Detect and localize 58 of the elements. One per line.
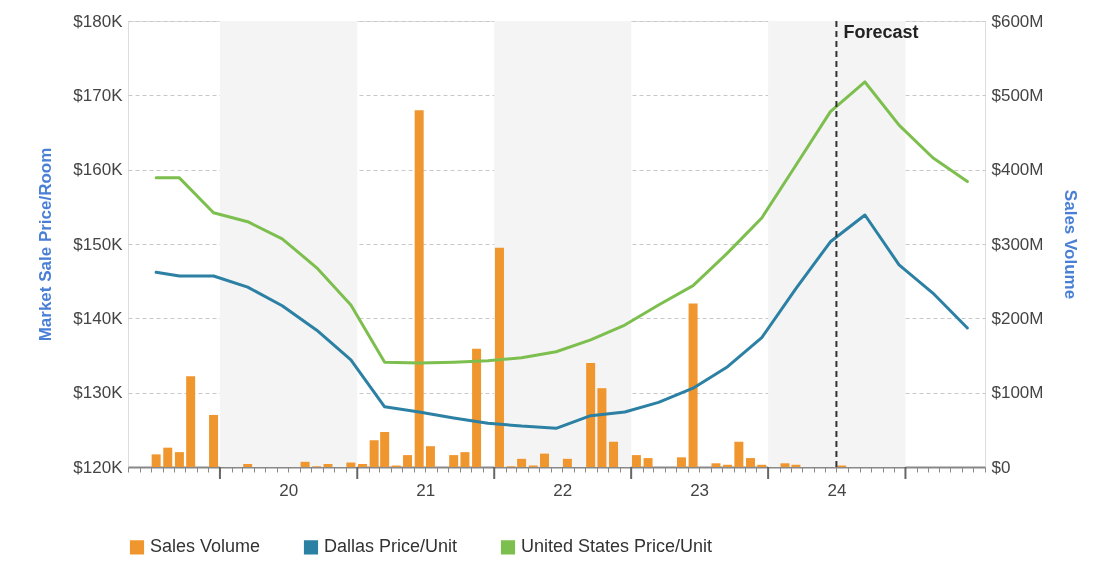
y2-tick-label: $0	[991, 457, 1011, 477]
bar	[494, 247, 504, 467]
bar	[151, 454, 161, 467]
bar	[209, 414, 219, 467]
y2-tick-label: $100M	[991, 383, 1044, 403]
x-tick-label: 20	[279, 480, 299, 500]
bar	[425, 446, 435, 467]
bar	[323, 464, 333, 467]
bar	[723, 464, 733, 467]
bar	[449, 455, 459, 467]
y-tick-label: $160K	[73, 160, 124, 180]
bar	[163, 447, 173, 467]
y2-tick-label: $600M	[991, 11, 1044, 31]
bar	[562, 458, 572, 467]
bar	[643, 458, 653, 467]
x-tick-label: 22	[553, 480, 573, 500]
legend-label: United States Price/Unit	[521, 536, 713, 557]
y-tick-label: $170K	[73, 85, 124, 105]
y2-axis-title: Sales Volume	[1061, 189, 1081, 300]
bar	[403, 455, 413, 467]
bar	[586, 362, 596, 467]
bar	[734, 441, 744, 467]
line-series	[154, 213, 969, 430]
y-tick-label: $180K	[73, 11, 124, 31]
bar	[676, 457, 686, 467]
bar	[346, 462, 356, 467]
bar	[688, 303, 698, 467]
bar	[358, 464, 368, 467]
legend-label: Sales Volume	[150, 536, 261, 557]
bar	[472, 348, 482, 467]
y-tick-label: $120K	[73, 457, 124, 477]
y-axis-title: Market Sale Price/Room	[36, 147, 56, 342]
bar	[711, 463, 721, 467]
bar	[460, 452, 470, 467]
y2-tick-label: $500M	[991, 85, 1044, 105]
y-tick-label: $140K	[73, 308, 124, 328]
bar	[414, 110, 424, 467]
y-tick-label: $130K	[73, 383, 124, 403]
legend-label: Dallas Price/Unit	[324, 536, 458, 557]
y-tick-label: $150K	[73, 234, 124, 254]
ref-line-label: Forecast	[843, 22, 919, 42]
x-tick-label: 23	[690, 480, 710, 500]
bar	[186, 376, 196, 467]
y2-tick-label: $300M	[991, 234, 1044, 254]
bar	[174, 452, 184, 467]
bar	[609, 441, 619, 467]
bar	[631, 455, 641, 467]
y2-tick-label: $200M	[991, 308, 1044, 328]
bar	[539, 453, 549, 467]
x-tick-label: 21	[416, 480, 436, 500]
bar	[597, 388, 607, 467]
bar	[300, 461, 310, 467]
bar	[757, 464, 767, 467]
x-tick-label: 24	[827, 480, 847, 500]
bar	[243, 464, 253, 467]
y2-tick-label: $400M	[991, 160, 1044, 180]
bar	[745, 458, 755, 467]
line-series	[154, 80, 969, 365]
